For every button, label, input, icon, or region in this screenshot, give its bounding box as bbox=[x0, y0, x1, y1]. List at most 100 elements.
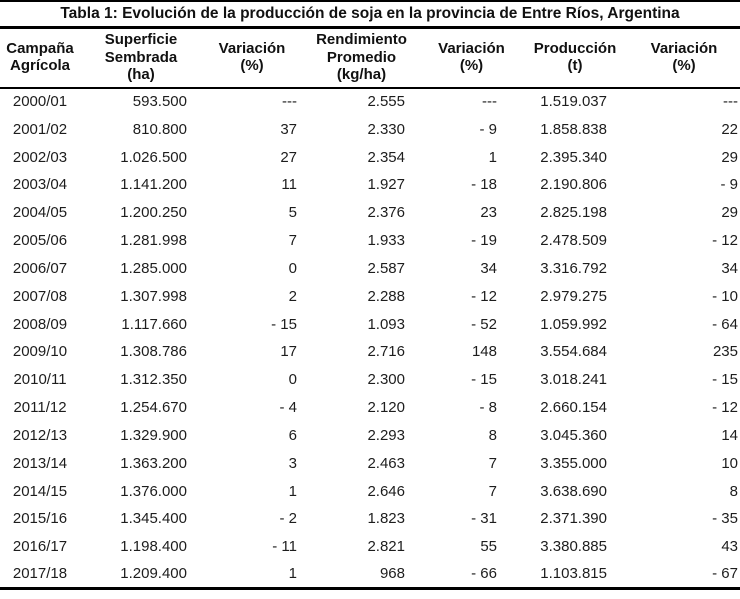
column-header-rendimiento-promedio: Rendimiento Promedio (kg/ha) bbox=[302, 29, 421, 89]
table-cell: 5 bbox=[288, 204, 297, 222]
table-cell: 2003/04 bbox=[12, 176, 68, 194]
table-cell: - 15 bbox=[271, 315, 297, 333]
table-cell: 1.117.660 bbox=[121, 315, 187, 333]
table-cell: 2015/16 bbox=[12, 510, 68, 528]
table-cell: 3.638.690 bbox=[540, 482, 607, 500]
table-cell: 2.293 bbox=[367, 426, 405, 444]
table-cell: 2.660.154 bbox=[540, 399, 607, 417]
table-row: 2015/16 1.345.400 - 2 1.823 - 31 2.371.390 - 3… bbox=[0, 505, 740, 533]
table-cell: 7 bbox=[488, 454, 497, 472]
table-cell: 2.587 bbox=[367, 259, 405, 277]
table-cell: 22 bbox=[721, 120, 738, 138]
table-title: Tabla 1: Evolución de la producción de s… bbox=[0, 2, 740, 29]
table-cell: 1.200.250 bbox=[120, 204, 187, 222]
table-row: 2009/10 1.308.786 17 2.716 148 3.554.684 235 bbox=[0, 338, 740, 366]
table-cell: 7 bbox=[288, 232, 297, 250]
table-row: 2013/14 1.363.200 3 2.463 7 3.355.000 10 bbox=[0, 449, 740, 477]
table-cell: 43 bbox=[721, 538, 738, 556]
table-cell: 2.979.275 bbox=[540, 287, 607, 305]
table-cell: 23 bbox=[480, 204, 497, 222]
table-cell: 593.500 bbox=[132, 93, 187, 111]
column-header-superficie-sembrada: Superficie Sembrada (ha) bbox=[80, 29, 202, 89]
table-cell: 3.355.000 bbox=[540, 454, 607, 472]
table-header: Campaña Agrícola Superficie Sembrada (ha… bbox=[0, 29, 740, 89]
table-cell: 34 bbox=[480, 259, 497, 277]
table-cell: 1.281.998 bbox=[120, 232, 187, 250]
table-cell: 1 bbox=[288, 565, 297, 583]
table-row: 2017/18 1.209.400 1 968 - 66 1.103.815 - 67 bbox=[0, 561, 740, 589]
table-row: 2000/01 593.500 --- 2.555 --- 1.519.037 --- bbox=[0, 88, 740, 116]
table-cell: 1.519.037 bbox=[540, 93, 607, 111]
table-cell: --- bbox=[282, 93, 297, 111]
table-cell: 2001/02 bbox=[12, 120, 68, 138]
table-cell: - 10 bbox=[712, 287, 738, 305]
table-cell: - 4 bbox=[279, 399, 297, 417]
table-cell: 3.554.684 bbox=[540, 343, 607, 361]
table-cell: 1.858.838 bbox=[540, 120, 607, 138]
table-cell: 2.463 bbox=[367, 454, 405, 472]
table-cell: 1.363.200 bbox=[120, 454, 187, 472]
table-row: 2005/06 1.281.998 7 1.933 - 19 2.478.509 - 12 bbox=[0, 227, 740, 255]
table-cell: 1 bbox=[288, 482, 297, 500]
table-cell: 29 bbox=[721, 148, 738, 166]
table-cell: 2.646 bbox=[367, 482, 405, 500]
table-cell: 2017/18 bbox=[12, 565, 68, 583]
table-cell: - 15 bbox=[712, 371, 738, 389]
table-cell: 2005/06 bbox=[12, 232, 68, 250]
table-cell: - 66 bbox=[471, 565, 497, 583]
table-cell: 2.288 bbox=[367, 287, 405, 305]
table-cell: 2009/10 bbox=[12, 343, 68, 361]
table-cell: 34 bbox=[721, 259, 738, 277]
table-cell: - 11 bbox=[272, 538, 297, 556]
table-row: 2012/13 1.329.900 6 2.293 8 3.045.360 14 bbox=[0, 421, 740, 449]
table-cell: 2016/17 bbox=[12, 538, 68, 556]
table-cell: 37 bbox=[280, 120, 297, 138]
table-cell: 3 bbox=[288, 454, 297, 472]
table-cell: 0 bbox=[288, 371, 297, 389]
table-cell: 11 bbox=[281, 176, 297, 194]
table-cell: - 67 bbox=[712, 565, 738, 583]
table-cell: - 9 bbox=[720, 176, 738, 194]
table-cell: 3.316.792 bbox=[540, 259, 607, 277]
table-cell: 1.312.350 bbox=[120, 371, 187, 389]
table-cell: 1 bbox=[488, 148, 497, 166]
table-cell: 1.209.400 bbox=[120, 565, 187, 583]
table-cell: 14 bbox=[721, 426, 738, 444]
table-cell: 2.376 bbox=[367, 204, 405, 222]
table-cell: 1.141.200 bbox=[120, 176, 187, 194]
table-cell: 2.120 bbox=[367, 399, 405, 417]
table-cell: 1.823 bbox=[367, 510, 405, 528]
table-cell: 2.395.340 bbox=[540, 148, 607, 166]
table-row: 2002/03 1.026.500 27 2.354 1 2.395.340 29 bbox=[0, 143, 740, 171]
table-cell: - 19 bbox=[471, 232, 497, 250]
table-cell: 1.308.786 bbox=[120, 343, 187, 361]
table-cell: 2008/09 bbox=[12, 315, 68, 333]
column-header-variacion-produccion: Variación (%) bbox=[628, 29, 740, 89]
table-cell: - 35 bbox=[712, 510, 738, 528]
table-cell: 17 bbox=[280, 343, 297, 361]
table-cell: 2.821 bbox=[367, 538, 405, 556]
table-cell: 2012/13 bbox=[12, 426, 68, 444]
table-cell: 1.254.670 bbox=[120, 399, 187, 417]
table-cell: 2.190.806 bbox=[540, 176, 607, 194]
table-cell: 10 bbox=[721, 454, 738, 472]
table-cell: 2010/11 bbox=[13, 371, 67, 389]
table-cell: 2.478.509 bbox=[540, 232, 607, 250]
table-row: 2007/08 1.307.998 2 2.288 - 12 2.979.275 - 10 bbox=[0, 282, 740, 310]
soy-production-table: Campaña Agrícola Superficie Sembrada (ha… bbox=[0, 29, 740, 590]
table-cell: 810.800 bbox=[132, 120, 187, 138]
table-cell: 1.376.000 bbox=[120, 482, 187, 500]
table-cell: 3.045.360 bbox=[540, 426, 607, 444]
table-cell: 2.555 bbox=[367, 93, 405, 111]
table-cell: 2.371.390 bbox=[540, 510, 607, 528]
table-cell: 8 bbox=[729, 482, 738, 500]
table-row: 2001/02 810.800 37 2.330 - 9 1.858.838 22 bbox=[0, 115, 740, 143]
table-cell: 7 bbox=[488, 482, 497, 500]
table-cell: 1.307.998 bbox=[120, 287, 187, 305]
table-cell: 2.716 bbox=[367, 343, 405, 361]
table-cell: - 9 bbox=[479, 120, 497, 138]
table-cell: 148 bbox=[471, 343, 497, 361]
table-cell: 2.330 bbox=[367, 120, 405, 138]
table-cell: - 12 bbox=[712, 399, 738, 417]
